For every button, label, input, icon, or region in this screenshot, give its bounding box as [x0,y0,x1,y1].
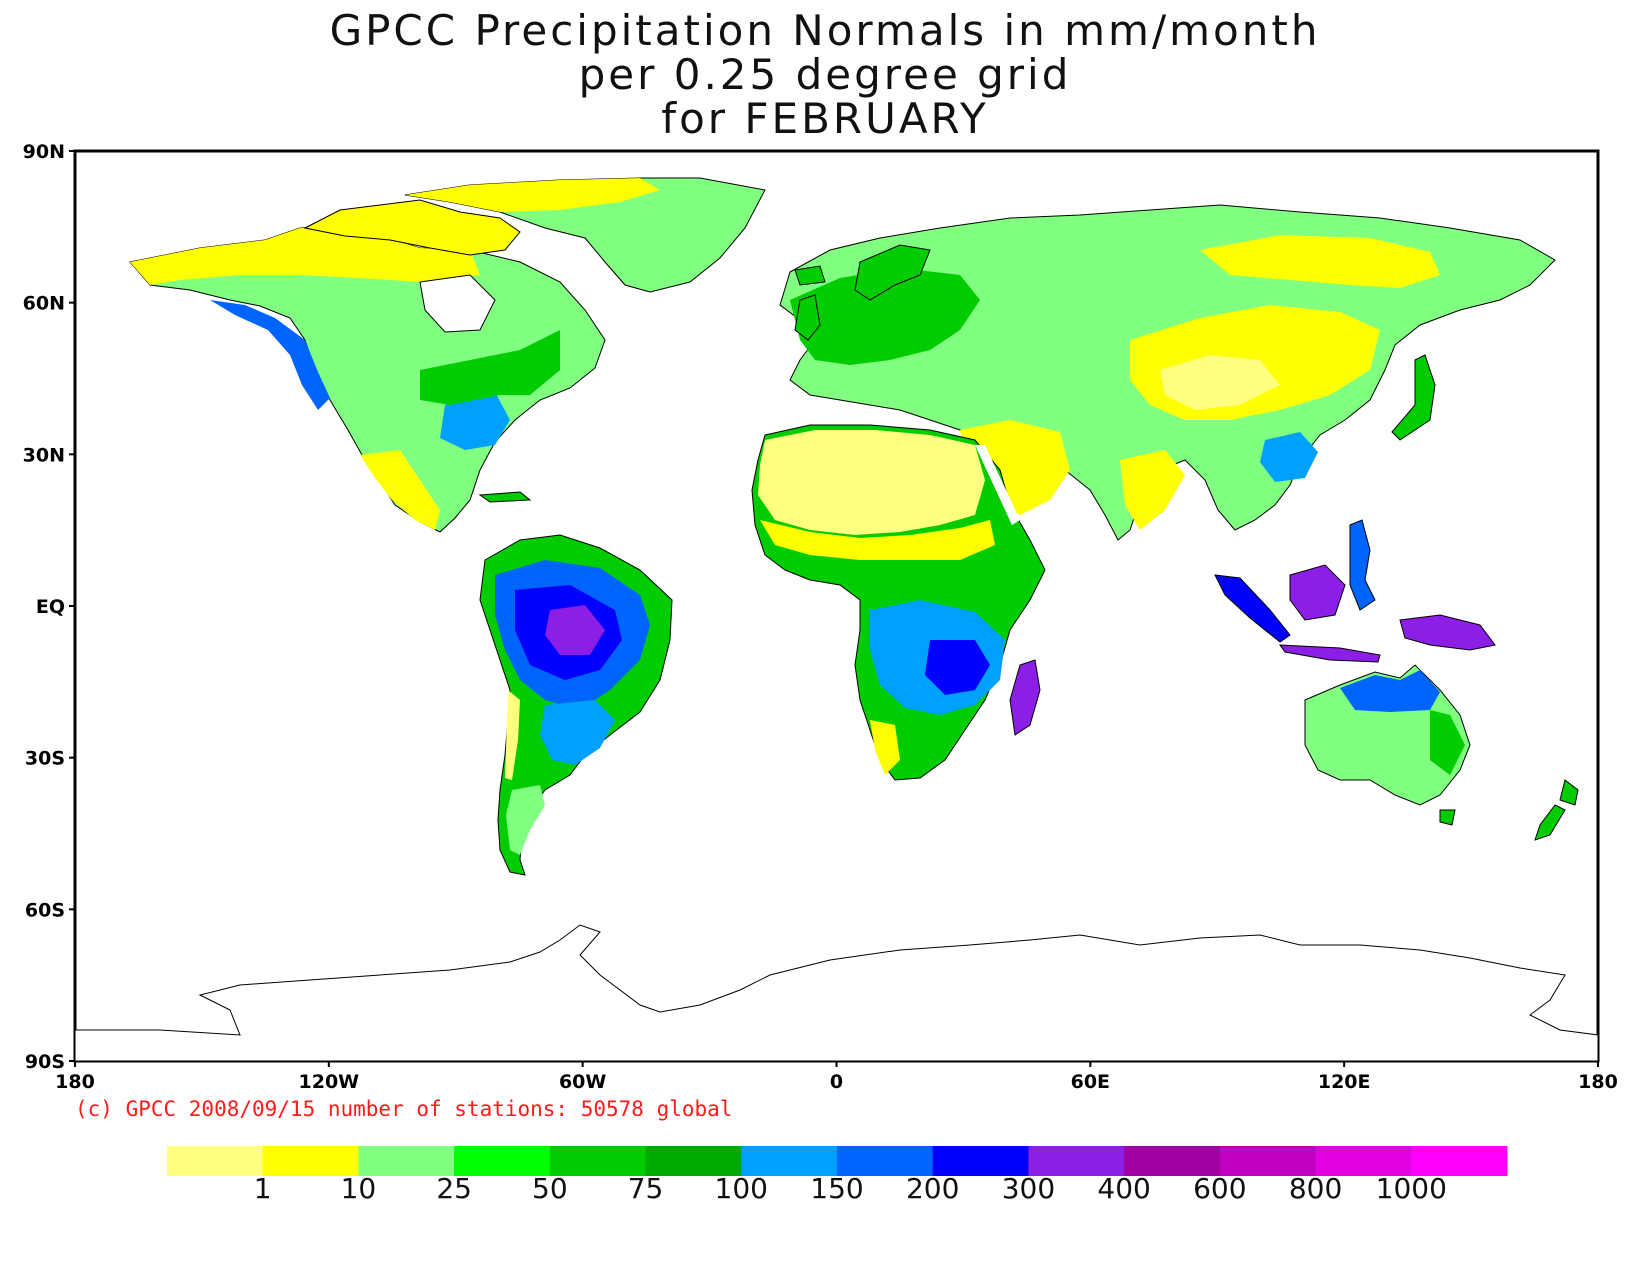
new-zealand-south [1534,804,1566,841]
canadian-archipelago [303,199,521,256]
red-sea [975,445,1020,525]
map-title-line-1: GPCC Precipitation Normals in mm/month [329,6,1321,55]
colorbar-swatch [358,1146,455,1176]
colorbar-swatch [645,1146,742,1176]
colorbar-swatch [1411,1146,1508,1176]
map-title-line-2: per 0.25 degree grid [578,50,1072,99]
y-axis: 90N 60N 30N EQ 30S 60S 90S [23,141,75,1073]
x-tick-label: 180 [55,1071,95,1090]
new-zealand-north [1559,779,1579,806]
southeast-china-wet [1260,432,1318,482]
colorbar-label: 50 [532,1172,568,1205]
colorbar-label: 1000 [1375,1172,1447,1205]
atacama-dry [505,690,520,780]
y-tick-label: 90N [23,141,65,163]
sahara-very-dry [758,430,985,535]
colorbar [167,1146,1508,1176]
pacific-northwest-wet [210,300,330,410]
colorbar-swatch [932,1146,1029,1176]
japan [1391,354,1436,441]
colorbar-swatch [549,1146,647,1176]
x-tick-label: 180 [1578,1071,1618,1090]
land-masses [74,177,1599,1062]
scandinavia [854,244,931,301]
patagonia-light [506,785,545,855]
southwest-africa-dry [870,720,900,775]
y-tick-label: 60S [25,899,65,921]
colorbar-swatch [167,1146,264,1176]
colorbar-swatch [1028,1146,1125,1176]
queensland-moderate [1430,710,1465,775]
y-tick-label: 30S [25,748,65,770]
colorbar-label: 100 [714,1172,769,1205]
colorbar-swatch [262,1146,359,1176]
y-tick-label: 30N [23,444,65,466]
colorbar-label: 300 [1001,1172,1056,1205]
iceland [794,265,826,286]
x-tick-label: 120E [1318,1071,1371,1090]
colorbar-swatch [741,1146,838,1176]
southeast-us-moderate [420,330,560,405]
greenland-dry-north [405,178,660,212]
colorbar-swatch [1124,1146,1221,1176]
y-tick-label: 90S [25,1051,65,1073]
colorbar-swatch [1315,1146,1412,1176]
sahel-dry [760,520,995,560]
colorbar-label: 1 [253,1172,272,1205]
madagascar [1009,659,1041,736]
colorbar-label: 25 [436,1172,472,1205]
southeast-us-wet [440,392,510,450]
zambia-heavy [925,640,990,695]
java [1278,644,1381,663]
south-brazil-wet [540,700,615,765]
siberia-dry [1200,235,1440,288]
x-tick-label: 60W [559,1071,606,1090]
antarctica-outline [74,924,1599,1062]
amazon-peak [545,605,605,655]
y-tick-label: 60N [23,293,65,315]
india-dry [1120,450,1185,530]
colorbar-label: 200 [905,1172,960,1205]
colorbar-swatch [1219,1146,1317,1176]
mexico-dry [360,450,440,530]
gobi-very-dry [1160,355,1280,410]
colorbar-label: 150 [810,1172,864,1205]
tasmania [1439,809,1456,826]
colorbar-label: 800 [1288,1172,1343,1205]
british-isles [794,294,821,341]
north-australia-wet [1340,670,1440,712]
colorbar-swatch [837,1146,934,1176]
colorbar-label: 400 [1097,1172,1151,1205]
colorbar-label: 10 [340,1172,377,1205]
hudson-bay [419,274,496,333]
colorbar-swatch [454,1146,551,1176]
x-axis: 180 120W 60W 0 60E 120E 180 [55,1061,1618,1090]
x-tick-label: 120W [299,1071,360,1090]
map-title-line-3: for FEBRUARY [661,94,989,143]
x-tick-label: 60E [1071,1071,1110,1090]
cuba [478,491,532,503]
colorbar-label: 600 [1193,1172,1247,1205]
colorbar-label: 75 [627,1172,664,1205]
sulawesi-philippines [1349,519,1376,611]
y-tick-label: EQ [36,596,65,618]
copyright-note: (c) GPCC 2008/09/15 number of stations: … [75,1097,733,1121]
borneo [1289,564,1346,621]
x-tick-label: 0 [830,1071,843,1090]
new-guinea [1399,614,1496,651]
sumatra [1214,574,1291,643]
europe-wet [790,268,980,365]
